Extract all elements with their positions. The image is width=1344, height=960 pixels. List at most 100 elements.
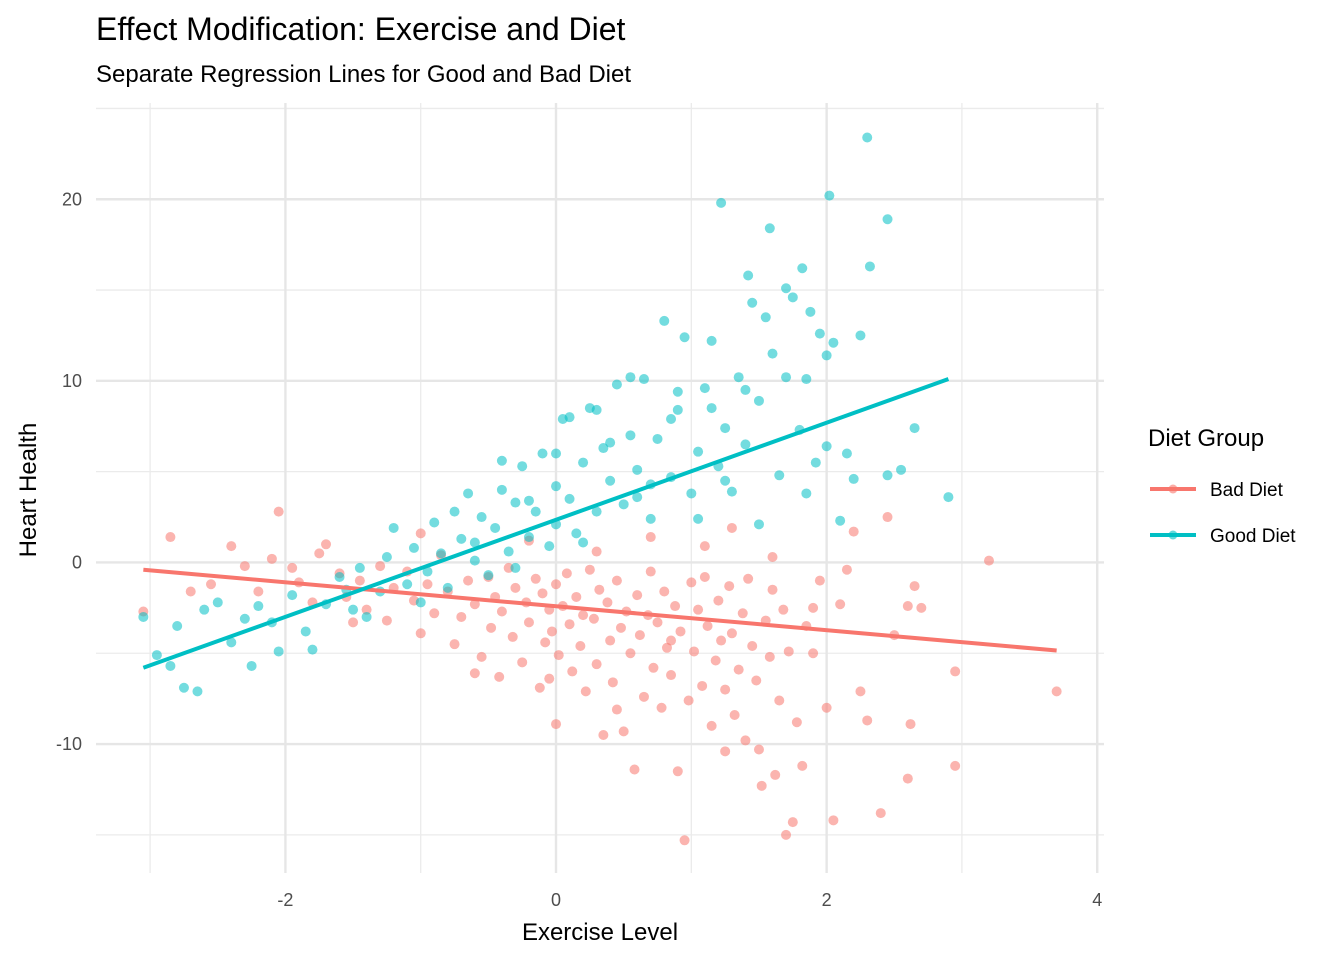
good-diet-point	[686, 488, 697, 499]
good-diet-point	[226, 637, 237, 648]
bad-diet-point	[634, 630, 645, 641]
legend-item-bad-diet: Bad Diet	[1150, 480, 1284, 501]
good-diet-point	[253, 601, 264, 612]
good-diet-point	[503, 546, 514, 557]
bad-diet-point	[808, 602, 819, 613]
y-tick-label: 0	[72, 552, 82, 572]
good-diet-point	[824, 190, 835, 201]
bad-diet-point	[774, 695, 785, 706]
good-diet-point	[212, 597, 223, 608]
bad-diet-point	[720, 684, 731, 695]
bad-diet-point	[675, 626, 686, 637]
bad-diet-point	[266, 553, 277, 564]
bad-diet-point	[632, 590, 643, 601]
bad-diet-point	[567, 666, 578, 677]
bad-diet-point	[983, 555, 994, 566]
good-diet-point	[864, 261, 875, 272]
good-diet-point	[307, 644, 318, 655]
bad-diet-point	[724, 581, 735, 592]
x-tick-label: 0	[551, 890, 561, 910]
legend: Diet Group Bad Diet Good Diet	[1148, 425, 1296, 547]
bad-diet-point	[909, 581, 920, 592]
bad-diet-point	[710, 655, 721, 666]
x-tick-label: -2	[277, 890, 293, 910]
good-diet-point	[753, 519, 764, 530]
good-diet-point	[273, 646, 284, 657]
good-diet-point	[672, 404, 683, 415]
good-diet-point	[797, 263, 808, 274]
bad-diet-point	[507, 631, 518, 642]
bad-diet-point	[743, 573, 754, 584]
bad-diet-point	[733, 664, 744, 675]
good-diet-point	[781, 283, 792, 294]
good-diet-point	[821, 350, 832, 361]
good-diet-point	[909, 423, 920, 434]
bad-diet-point	[720, 746, 731, 757]
good-diet-point	[801, 374, 812, 385]
good-diet-point	[805, 306, 816, 317]
bad-diet-point	[778, 604, 789, 615]
good-diet-point	[287, 590, 298, 601]
good-diet-point	[801, 488, 812, 499]
bad-diet-point	[652, 617, 663, 628]
bad-diet-point	[611, 704, 622, 715]
x-axis-title: Exercise Level	[522, 919, 678, 946]
y-tick-label: 20	[62, 189, 82, 209]
bad-diet-point	[571, 591, 582, 602]
good-diet-point	[693, 513, 704, 524]
good-diet-point	[652, 433, 663, 444]
good-diet-point	[720, 475, 731, 486]
good-diet-point	[747, 297, 758, 308]
bad-diet-point	[415, 528, 426, 539]
bad-diet-point	[615, 622, 626, 633]
good-diet-point	[436, 548, 447, 559]
bad-diet-point	[517, 657, 528, 668]
good-diet-point	[743, 270, 754, 281]
good-diet-point	[151, 650, 162, 661]
bad-diet-point	[629, 764, 640, 775]
good-diet-point	[733, 372, 744, 383]
good-diet-point	[781, 372, 792, 383]
bad-diet-point	[791, 717, 802, 728]
bad-diet-point	[699, 541, 710, 552]
bad-diet-point	[314, 548, 325, 559]
good-diet-regression-line	[142, 377, 950, 670]
good-diet-point	[787, 292, 798, 303]
good-diet-point	[882, 470, 893, 481]
bad-diet-point	[534, 682, 545, 693]
good-diet-point	[693, 446, 704, 457]
good-diet-point	[442, 582, 453, 593]
bad-diet-point	[783, 646, 794, 657]
good-diet-point	[672, 386, 683, 397]
good-diet-point	[753, 395, 764, 406]
bad-diet-point	[726, 628, 737, 639]
good-diet-point	[841, 448, 852, 459]
good-diet-point	[605, 475, 616, 486]
good-diet-point	[598, 443, 609, 454]
good-diet-point	[659, 315, 670, 326]
good-diet-point	[496, 484, 507, 495]
good-diet-point	[814, 328, 825, 339]
bad-diet-point	[591, 659, 602, 670]
good-diet-point	[632, 492, 643, 503]
good-diet-point	[625, 430, 636, 441]
good-diet-point	[943, 492, 954, 503]
bad-diet-point	[740, 735, 751, 746]
good-diet-point	[828, 337, 839, 348]
bad-diet-point	[253, 586, 264, 597]
bad-diet-point	[753, 744, 764, 755]
good-diet-point	[246, 660, 257, 671]
bad-diet-point	[808, 648, 819, 659]
bad-diet-point	[747, 640, 758, 651]
bad-diet-point	[361, 604, 372, 615]
bad-diet-point	[645, 532, 656, 543]
good-diet-point	[172, 621, 183, 632]
bad-diet-point	[666, 635, 677, 646]
bad-diet-point	[476, 651, 487, 662]
good-diet-point	[496, 455, 507, 466]
bad-diet-point	[551, 719, 562, 730]
good-diet-point	[239, 613, 250, 624]
good-diet-point	[408, 542, 419, 553]
